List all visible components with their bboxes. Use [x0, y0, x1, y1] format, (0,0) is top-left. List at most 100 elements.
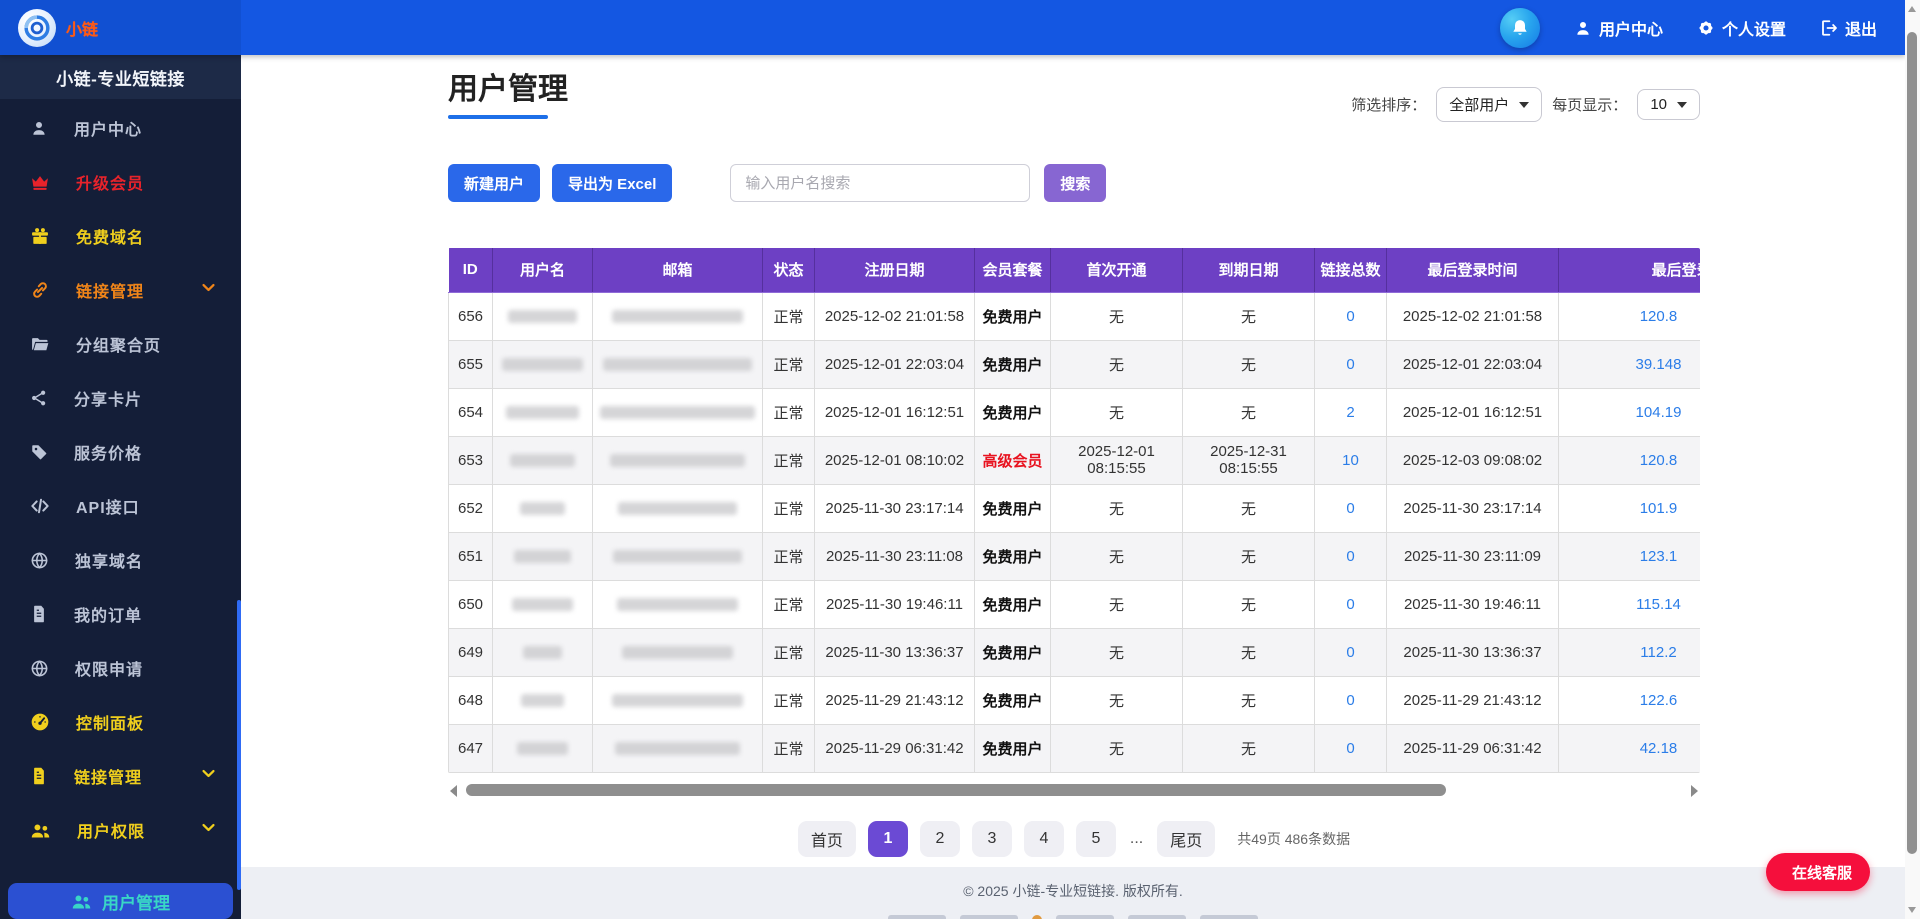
- links-count: 0: [1314, 627, 1387, 677]
- sidebar-item-11[interactable]: 控制面板: [0, 695, 241, 749]
- sidebar: 小链-专业短链接 用户中心 升级会员 免费域名 链接管理 分组聚合页 分享卡片 …: [0, 55, 241, 919]
- vertical-scrollbar-thumb[interactable]: [1907, 32, 1917, 854]
- sidebar-item-7[interactable]: API接口: [0, 479, 241, 533]
- sidebar-title: 小链-专业短链接: [0, 55, 241, 99]
- page-button-尾页[interactable]: 尾页: [1157, 820, 1216, 857]
- navbar-menu: 用户中心 个人设置 退出: [1499, 7, 1905, 48]
- last-login-ip: 120.8: [1558, 435, 1700, 485]
- redacted-email: [592, 387, 763, 437]
- column-header[interactable]: 链接总数: [1314, 248, 1387, 293]
- users-table: ID用户名邮箱状态注册日期会员套餐首次开通到期日期链接总数最后登录时间最后登录I…: [448, 248, 1700, 773]
- redacted-email: [592, 435, 763, 485]
- online-support-button[interactable]: 在线客服: [1765, 853, 1870, 891]
- sidebar-item-13[interactable]: 用户权限: [0, 803, 241, 857]
- page-button-1[interactable]: 1: [867, 820, 908, 857]
- last-login-ip: 42.18: [1558, 723, 1700, 773]
- last-login-ip: 122.6: [1558, 675, 1700, 725]
- redacted-username: [492, 531, 593, 581]
- search-button[interactable]: 搜索: [1044, 164, 1107, 202]
- column-header[interactable]: 用户名: [492, 248, 593, 293]
- vertical-scrollbar[interactable]: [1905, 0, 1920, 919]
- code-icon: [30, 496, 50, 516]
- crown-icon: [30, 172, 50, 192]
- page-button-首页[interactable]: 首页: [797, 820, 856, 857]
- column-header[interactable]: ID: [448, 248, 493, 293]
- dashboard-icon: [30, 712, 50, 732]
- column-header[interactable]: 邮箱: [592, 248, 763, 293]
- main-content: 用户管理 筛选排序： 全部用户 每页显示： 10 新建用户 导出为 Excel: [241, 55, 1905, 919]
- user-icon: [1574, 19, 1592, 37]
- column-header[interactable]: 最后登录IP: [1558, 248, 1700, 293]
- scroll-right-arrow-icon[interactable]: [1691, 784, 1698, 797]
- sidebar-item-5[interactable]: 分享卡片: [0, 371, 241, 425]
- page-button-2[interactable]: 2: [919, 820, 960, 857]
- redacted-username: [492, 483, 593, 533]
- navbar-item-2[interactable]: 退出: [1820, 16, 1877, 40]
- per-page-select[interactable]: 10: [1637, 89, 1700, 120]
- sidebar-item-2[interactable]: 免费域名: [0, 209, 241, 263]
- bell-icon: [1510, 18, 1530, 38]
- horizontal-scrollbar[interactable]: [448, 781, 1700, 799]
- column-header[interactable]: 最后登录时间: [1386, 248, 1559, 293]
- sidebar-item-9[interactable]: 我的订单: [0, 587, 241, 641]
- navbar-item-1[interactable]: 个人设置: [1697, 16, 1786, 40]
- column-header[interactable]: 注册日期: [814, 248, 975, 293]
- copyright-text: © 2025 小链-专业短链接. 版权所有.: [963, 883, 1183, 899]
- user-row: 653 正常 2025-12-01 08:10:02 高级会员 2025-12-…: [448, 435, 1700, 485]
- navbar-logo-area: 小链: [0, 0, 241, 55]
- plan-badge: 免费用户: [974, 627, 1051, 677]
- notifications-button[interactable]: [1499, 7, 1540, 48]
- globe-icon: [30, 551, 49, 570]
- new-user-button[interactable]: 新建用户: [448, 164, 541, 202]
- last-login-ip: 104.19: [1558, 387, 1700, 437]
- redacted-username: [492, 675, 593, 725]
- column-header[interactable]: 首次开通: [1050, 248, 1183, 293]
- toolbar: 新建用户 导出为 Excel 搜索: [448, 164, 1700, 202]
- sidebar-item-1[interactable]: 升级会员: [0, 155, 241, 209]
- last-login-ip: 120.8: [1558, 291, 1700, 341]
- user-row: 654 正常 2025-12-01 16:12:51 免费用户 无 无 2 20…: [448, 387, 1700, 437]
- sidebar-item-8[interactable]: 独享域名: [0, 533, 241, 587]
- page-header: 用户管理: [448, 69, 568, 119]
- plan-badge: 免费用户: [974, 483, 1051, 533]
- sidebar-nav: 用户中心 升级会员 免费域名 链接管理 分组聚合页 分享卡片 服务价格 API接…: [0, 99, 241, 919]
- redacted-email: [592, 339, 763, 389]
- sidebar-item-0[interactable]: 用户中心: [0, 101, 241, 155]
- scroll-up-arrow-icon[interactable]: [1908, 6, 1916, 12]
- logout-icon: [1820, 19, 1838, 37]
- sidebar-item-10[interactable]: 权限申请: [0, 641, 241, 695]
- username-search-input[interactable]: [730, 164, 1031, 202]
- user-row: 648 正常 2025-11-29 21:43:12 免费用户 无 无 0 20…: [448, 675, 1700, 725]
- redacted-username: [492, 291, 593, 341]
- user-type-select[interactable]: 全部用户: [1436, 87, 1543, 122]
- column-header[interactable]: 会员套餐: [974, 248, 1051, 293]
- sidebar-submenu-active[interactable]: 用户管理: [8, 883, 233, 919]
- scroll-left-arrow-icon[interactable]: [450, 784, 457, 797]
- sidebar-item-6[interactable]: 服务价格: [0, 425, 241, 479]
- sidebar-item-12[interactable]: 链接管理: [0, 749, 241, 803]
- file-icon: [30, 605, 48, 623]
- page-button-3[interactable]: 3: [971, 820, 1012, 857]
- column-header[interactable]: 到期日期: [1182, 248, 1315, 293]
- export-excel-button[interactable]: 导出为 Excel: [552, 164, 673, 202]
- redacted-username: [492, 435, 593, 485]
- chevron-down-icon: [200, 279, 217, 296]
- footer: © 2025 小链-专业短链接. 版权所有.: [241, 867, 1905, 919]
- redacted-email: [592, 483, 763, 533]
- folder-icon: [30, 334, 50, 354]
- user-row: 651 正常 2025-11-30 23:11:08 免费用户 无 无 0 20…: [448, 531, 1700, 581]
- app-logo-icon: [18, 8, 56, 47]
- sidebar-item-3[interactable]: 链接管理: [0, 263, 241, 317]
- column-header[interactable]: 状态: [762, 248, 815, 293]
- logo-text: 小链: [66, 21, 99, 39]
- horizontal-scrollbar-thumb[interactable]: [466, 783, 1446, 796]
- users-icon: [30, 820, 51, 841]
- page-button-5[interactable]: 5: [1075, 820, 1116, 857]
- last-login-ip: 115.14: [1558, 579, 1700, 629]
- page-button-4[interactable]: 4: [1023, 820, 1064, 857]
- links-count: 0: [1314, 483, 1387, 533]
- navbar-item-0[interactable]: 用户中心: [1574, 16, 1663, 40]
- scroll-down-arrow-icon[interactable]: [1908, 907, 1916, 913]
- user-icon: [30, 119, 48, 137]
- sidebar-item-4[interactable]: 分组聚合页: [0, 317, 241, 371]
